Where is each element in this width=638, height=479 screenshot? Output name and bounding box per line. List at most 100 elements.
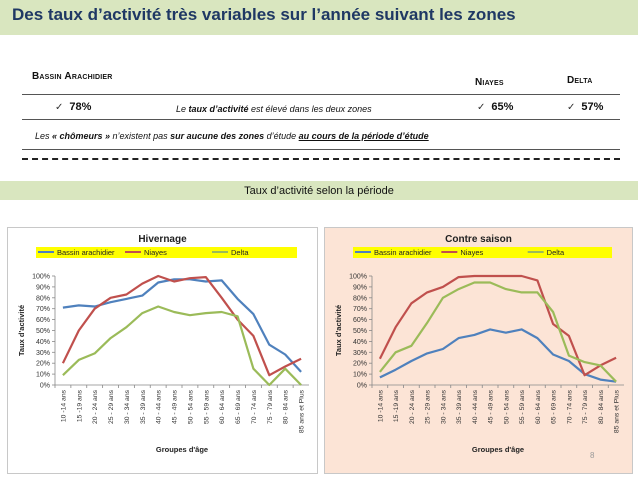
y-tick-label: 90% xyxy=(353,284,367,291)
legend-label: Bassin arachidier xyxy=(374,248,432,257)
x-tick-label: 50 - 54 ans xyxy=(187,389,194,424)
x-tick-label: 75 - 79 ans xyxy=(267,389,274,424)
y-axis-title: Taux d'activité xyxy=(334,305,343,356)
check-icon: ✓ xyxy=(55,102,64,113)
note-chomeurs-e: d’étude xyxy=(264,131,299,141)
y-tick-label: 0% xyxy=(357,383,367,390)
y-tick-label: 10% xyxy=(36,372,50,379)
header-bassin-arachidier: Bassin Arachidier xyxy=(32,71,113,82)
y-tick-label: 70% xyxy=(36,306,50,313)
y-tick-label: 60% xyxy=(36,317,50,324)
legend-background xyxy=(353,247,612,258)
y-tick-label: 70% xyxy=(353,306,367,313)
series-line-delta xyxy=(62,305,302,387)
x-tick-label: 35 - 39 ans xyxy=(140,389,147,424)
x-tick-label: 45 - 49 ans xyxy=(172,389,179,424)
x-tick-label: 45 - 49 ans xyxy=(488,389,495,424)
x-tick-label: 10 -14 ans xyxy=(377,389,384,422)
series-line-bassin-arachidier xyxy=(379,328,617,383)
x-tick-label: 70 - 74 ans xyxy=(566,389,573,424)
y-tick-label: 80% xyxy=(353,295,367,302)
note-suffix: est élevé dans les deux zones xyxy=(248,104,372,114)
x-tick-label: 50 - 54 ans xyxy=(503,389,510,424)
x-tick-label: 80 - 84 ans xyxy=(598,389,605,424)
note-chomeurs: Les « chômeurs » n’existent pas sur aucu… xyxy=(35,131,429,141)
y-tick-label: 20% xyxy=(353,361,367,368)
x-axis-title: Groupes d'âge xyxy=(472,445,524,454)
subtitle-bar: Taux d’activité selon la période xyxy=(0,181,638,200)
value-delta-text: 57% xyxy=(581,101,604,113)
x-tick-label: 80 - 84 ans xyxy=(283,389,290,424)
x-tick-label: 55 - 59 ans xyxy=(203,389,210,424)
x-tick-label: 85 ans et Plus xyxy=(614,389,621,433)
series-line-niayes xyxy=(378,274,617,377)
x-tick-label: 60 - 64 ans xyxy=(535,389,542,424)
y-tick-label: 30% xyxy=(36,350,50,357)
value-delta: ✓ 57% xyxy=(567,101,603,113)
x-tick-label: 70 - 74 ans xyxy=(251,389,258,424)
x-tick-label: 75 - 79 ans xyxy=(582,389,589,424)
x-tick-label: 30 - 34 ans xyxy=(124,389,131,424)
page-number: 8 xyxy=(590,451,595,460)
y-tick-label: 40% xyxy=(36,339,50,346)
x-tick-label: 55 - 59 ans xyxy=(519,389,526,424)
legend-label: Niayes xyxy=(144,248,167,257)
x-tick-label: 65 - 69 ans xyxy=(235,389,242,424)
chart-title: Hivernage xyxy=(138,234,187,245)
x-tick-label: 15 -19 ans xyxy=(76,389,83,422)
x-tick-label: 10 -14 ans xyxy=(60,389,67,422)
check-icon: ✓ xyxy=(567,102,576,113)
legend-label: Delta xyxy=(231,248,249,257)
chart-hivernage: Hivernage Bassin arachidier Niayes Delta 0% 1… xyxy=(7,227,318,474)
page-title: Des taux d’activité très variables sur l… xyxy=(12,5,516,24)
chart-hivernage-svg: Hivernage Bassin arachidier Niayes Delta 0% 1… xyxy=(17,234,309,454)
x-tick-label: 60 - 64 ans xyxy=(219,389,226,424)
x-tick-label: 65 - 69 ans xyxy=(551,389,558,424)
note-chomeurs-a: Les xyxy=(35,131,53,141)
table-rule-top xyxy=(22,94,620,95)
y-tick-label: 50% xyxy=(36,328,50,335)
legend-label: Bassin arachidier xyxy=(57,248,115,257)
x-tick-label: 40 - 44 ans xyxy=(156,389,163,424)
y-tick-label: 50% xyxy=(353,328,367,335)
x-tick-label: 15 -19 ans xyxy=(393,389,400,422)
y-tick-label: 30% xyxy=(353,350,367,357)
legend-label: Niayes xyxy=(460,248,483,257)
check-icon: ✓ xyxy=(477,102,486,113)
legend-background xyxy=(36,247,297,258)
value-niayes: ✓ 65% xyxy=(477,101,513,113)
chart-contre-saison: Contre saison Bassin arachidier Niayes Delt… xyxy=(324,227,633,474)
x-tick-label: 35 - 39 ans xyxy=(456,389,463,424)
x-tick-label: 40 - 44 ans xyxy=(472,389,479,424)
y-tick-label: 40% xyxy=(353,339,367,346)
title-bar: Des taux d’activité très variables sur l… xyxy=(0,0,638,35)
note-bold: taux d’activité xyxy=(188,104,249,114)
note-chomeurs-d: sur aucune des zones xyxy=(170,131,265,141)
note-chomeurs-c: n’existent pas xyxy=(110,131,171,141)
value-bassin-arachidier: ✓ 78% xyxy=(55,101,91,113)
series-line-niayes xyxy=(61,274,302,377)
y-tick-label: 60% xyxy=(353,317,367,324)
value-bassin-arachidier-text: 78% xyxy=(69,101,92,113)
y-tick-label: 90% xyxy=(36,284,50,291)
series-line-bassin-arachidier xyxy=(62,278,302,373)
x-tick-label: 20 - 24 ans xyxy=(409,389,416,424)
series-line-delta xyxy=(379,281,617,383)
x-tick-label: 20 - 24 ans xyxy=(92,389,99,424)
header-niayes: Niayes xyxy=(475,77,504,88)
header-delta: Delta xyxy=(567,75,593,86)
subtitle: Taux d’activité selon la période xyxy=(244,185,394,197)
note-chomeurs-f: au cours de la période d’étude xyxy=(298,131,429,141)
y-tick-label: 100% xyxy=(349,274,367,281)
value-niayes-text: 65% xyxy=(491,101,514,113)
x-tick-label: 25 - 29 ans xyxy=(108,389,115,424)
x-tick-label: 30 - 34 ans xyxy=(440,389,447,424)
y-tick-label: 10% xyxy=(353,372,367,379)
y-axis-title: Taux d'activité xyxy=(17,305,26,356)
note-prefix: Le xyxy=(176,104,189,114)
y-tick-label: 0% xyxy=(40,383,50,390)
x-tick-label: 85 ans et Plus xyxy=(299,389,306,433)
legend-label: Delta xyxy=(547,248,565,257)
chart-contre-saison-svg: Contre saison Bassin arachidier Niayes Delt… xyxy=(334,234,624,454)
dashed-divider xyxy=(22,158,620,160)
